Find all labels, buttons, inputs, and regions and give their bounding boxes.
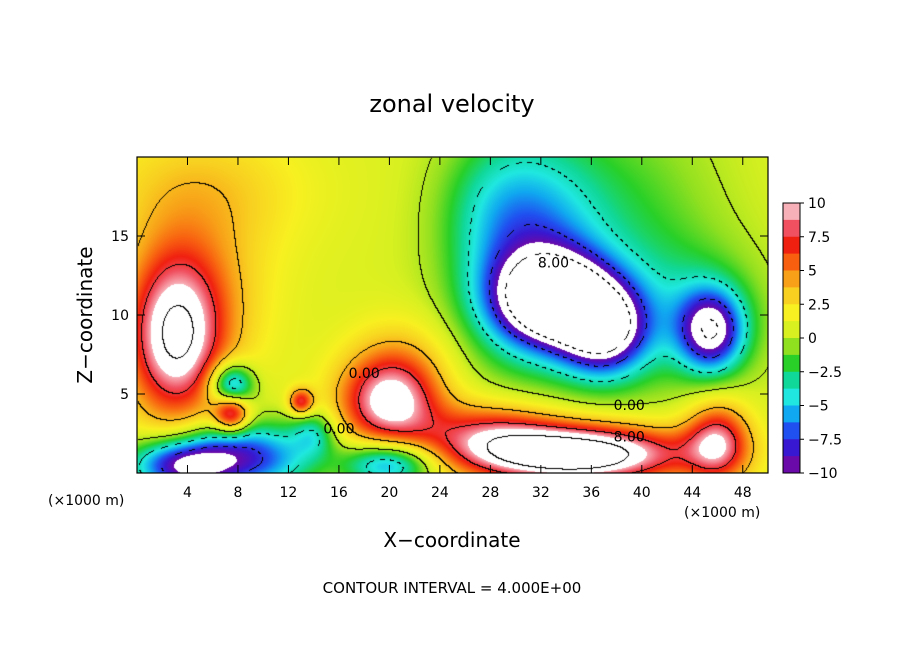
contour-label: 8.00 (614, 429, 645, 445)
x-tick-label: 36 (582, 485, 600, 501)
colorbar-tick-label: 7.5 (808, 230, 830, 246)
colorbar-swatch (783, 304, 800, 322)
colorbar-tick-label: 0 (808, 331, 817, 347)
velocity-field-plot (137, 157, 768, 473)
colorbar-swatch (783, 321, 800, 339)
x-tick-label: 20 (380, 485, 398, 501)
x-tick-label: 24 (431, 485, 449, 501)
x-tick-label: 32 (532, 485, 550, 501)
colorbar-tick-label: −7.5 (808, 432, 842, 448)
x-tick-label: 12 (280, 485, 298, 501)
x-tick-label: 4 (183, 485, 192, 501)
colorbar-swatch (783, 270, 800, 288)
colorbar-swatch (783, 371, 800, 390)
chart-title: zonal velocity (369, 90, 534, 118)
contour-label: 8.00 (538, 256, 569, 272)
contour-labels: 8.00 0.00 0.00 0.00 8.00 (323, 256, 644, 446)
contour-label: 0.00 (323, 422, 354, 438)
y-tick-label: 10 (111, 308, 129, 324)
colorbar-tick-label: 10 (808, 196, 826, 212)
colorbar-swatch (783, 287, 800, 305)
contour-interval-note: CONTOUR INTERVAL = 4.000E+00 (323, 579, 582, 597)
x-tick-label: 48 (734, 485, 752, 501)
x-axis: 4 8 12 16 20 24 28 32 36 40 44 48 (183, 157, 752, 501)
colorbar-swatch (783, 422, 800, 440)
colorbar-swatch (783, 405, 800, 423)
contour-label: 0.00 (614, 398, 645, 414)
colorbar-swatch (783, 219, 800, 238)
colorbar-tick-label: −10 (808, 466, 838, 482)
colorbar-tick-label: −5 (808, 399, 829, 415)
colorbar-tick-label: −2.5 (808, 365, 842, 381)
colorbar-swatch (783, 354, 800, 373)
x-unit-left: (×1000 m) (48, 493, 124, 509)
colorbar-swatch (783, 253, 800, 271)
colorbar-swatch (783, 456, 800, 474)
x-tick-label: 8 (233, 485, 242, 501)
x-tick-label: 16 (330, 485, 348, 501)
colorbar: 10 7.5 5 2.5 0 −2.5 −5 −7.5 −10 (782, 196, 842, 482)
colorbar-swatch (783, 338, 800, 356)
y-tick-label: 5 (120, 387, 129, 403)
x-tick-label: 28 (481, 485, 499, 501)
contour-label: 0.00 (349, 366, 380, 382)
x-tick-label: 40 (633, 485, 651, 501)
colorbar-tick-label: 5 (808, 264, 817, 280)
y-tick-label: 15 (111, 229, 129, 245)
colorbar-tick-label: 2.5 (808, 297, 830, 313)
colorbar-swatch (783, 388, 800, 406)
colorbar-swatch (783, 236, 800, 255)
colorbar-swatch (783, 203, 800, 221)
y-axis: 5 10 15 (111, 229, 768, 403)
y-axis-label: Z−coordinate (73, 246, 97, 383)
x-unit-right: (×1000 m) (684, 505, 760, 521)
x-axis-label: X−coordinate (383, 528, 520, 552)
x-tick-label: 44 (683, 485, 701, 501)
colorbar-swatch (783, 439, 800, 457)
